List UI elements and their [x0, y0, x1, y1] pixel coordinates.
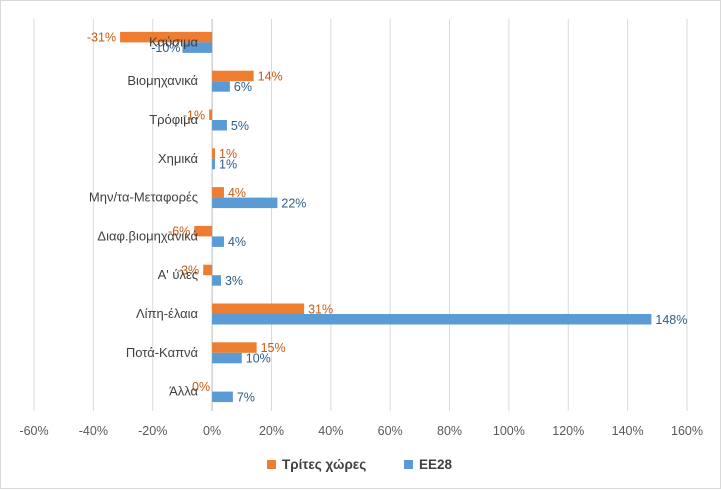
category-label: Καύσιμα: [149, 34, 199, 49]
x-tick-label: 100%: [493, 424, 525, 438]
category-label: Τρόφιμα: [149, 112, 198, 127]
data-label-ee28: -10%: [151, 41, 180, 55]
category-label: Βιομηχανικά: [127, 73, 198, 88]
x-tick-label: 140%: [612, 424, 644, 438]
data-label-ee28: 10%: [246, 352, 271, 366]
data-label-ee28: 3%: [225, 274, 243, 288]
data-label-tritikes: 14%: [258, 69, 283, 83]
data-label-ee28: 4%: [228, 235, 246, 249]
data-label-tritikes: 1%: [219, 147, 237, 161]
category-label: Λίπη-έλαια: [136, 306, 199, 321]
bar-tritikes: [212, 342, 257, 353]
bar-ee28: [212, 352, 242, 364]
bar-tritikes: [212, 70, 254, 82]
bar-ee28: [182, 42, 213, 53]
data-label-tritikes: 0%: [192, 380, 210, 394]
data-label-ee28: 5%: [231, 119, 249, 133]
x-tick-label: -60%: [19, 424, 48, 438]
bar-ee28: [212, 158, 216, 170]
data-label-tritikes: 15%: [261, 341, 286, 355]
data-label-ee28: 6%: [234, 80, 252, 94]
bar-ee28: [212, 314, 652, 325]
bar-ee28: [212, 197, 278, 209]
data-label-tritikes: -1%: [183, 108, 205, 122]
bar-tritikes: [120, 31, 213, 43]
legend-label-tritikes: Τρίτες χώρες: [282, 457, 366, 472]
data-label-ee28: 1%: [219, 158, 237, 172]
x-axis-ticks: -60% -40% -20% 0% 20% 40% 60% 80% 100% 120% 140% 16…: [19, 424, 703, 438]
category-label: Χημικά: [158, 151, 199, 166]
x-tick-label: 60%: [378, 424, 403, 438]
x-tick-label: -40%: [79, 424, 108, 438]
x-tick-label: 120%: [552, 424, 584, 438]
x-tick-label: -20%: [138, 424, 167, 438]
x-tick-label: 40%: [318, 424, 343, 438]
bar-tritikes: [194, 225, 213, 237]
data-label-ee28: 7%: [237, 390, 255, 404]
bar-ee28: [212, 81, 230, 92]
bar-tritikes: [209, 109, 213, 120]
bar-ee28: [212, 275, 221, 286]
category-label: Μην/τα-Μεταφορές: [89, 190, 198, 205]
data-labels: -31% -10% 14% 6% -1% 5% 1%1% 4% 22% -6% 4% -3% 3% 31%…: [87, 31, 687, 405]
bar-tritikes: [212, 187, 224, 198]
category-labels: Καύσιμα Βιομηχανικά Τρόφιμα Χημικά Μην/τα-Με…: [89, 34, 199, 398]
data-label-tritikes: -31%: [87, 31, 116, 45]
bar-ee28: [212, 236, 224, 247]
bars: [120, 31, 652, 403]
bar-tritikes: [212, 148, 216, 159]
bar-tritikes: [212, 303, 305, 314]
x-tick-label: 80%: [437, 424, 462, 438]
legend-swatch-tritikes: [267, 460, 276, 469]
bar-tritikes: [203, 264, 213, 276]
category-label: Α' ύλες: [158, 267, 198, 282]
x-tick-label: 0%: [203, 424, 221, 438]
data-label-ee28: 148%: [655, 313, 687, 327]
data-label-tritikes: 31%: [308, 302, 333, 316]
data-label-tritikes: 4%: [228, 186, 246, 200]
data-label-tritikes: -3%: [177, 263, 199, 277]
legend: Τρίτες χώρες ΕΕ28: [267, 457, 453, 472]
legend-label-ee28: ΕΕ28: [419, 457, 453, 472]
bar-ee28: [212, 120, 227, 131]
category-label: Ποτά-Καπνά: [126, 345, 199, 360]
category-label: Άλλα: [169, 384, 198, 399]
x-tick-label: 160%: [671, 424, 703, 438]
bar-ee28: [212, 391, 233, 403]
legend-swatch-ee28: [404, 460, 413, 469]
data-label-tritikes: -6%: [168, 225, 190, 239]
x-tick-label: 20%: [259, 424, 284, 438]
data-label-ee28: 22%: [281, 196, 306, 210]
category-label: Διαφ.βιομηχανικά: [97, 228, 198, 243]
